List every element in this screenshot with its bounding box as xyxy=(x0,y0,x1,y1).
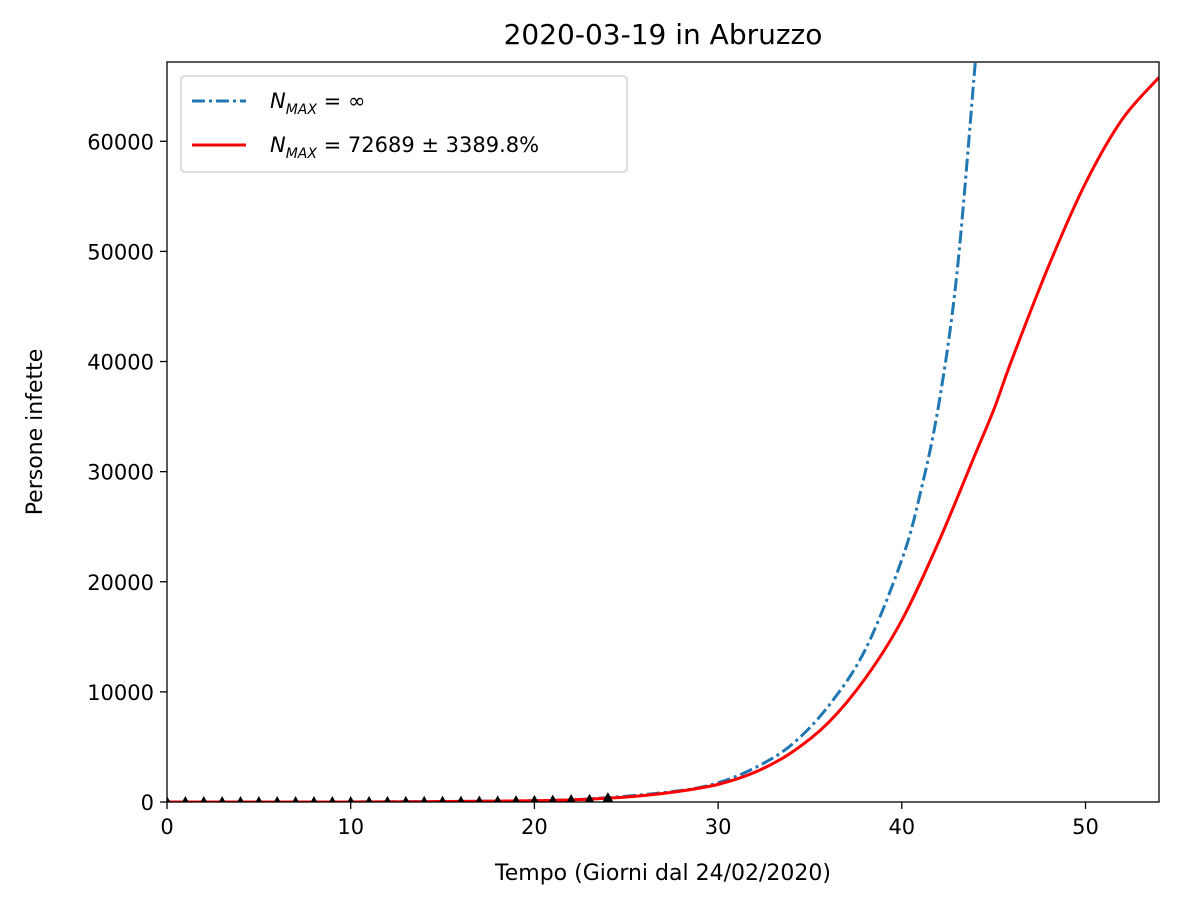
data-point-triangle xyxy=(439,795,447,802)
y-tick-label: 40000 xyxy=(87,351,154,375)
data-point-triangle xyxy=(365,795,373,802)
chart-title: 2020-03-19 in Abruzzo xyxy=(504,18,823,51)
data-point-triangle xyxy=(566,794,576,802)
legend: NMAX = ∞ NMAX = 72689 ± 3389.8% xyxy=(180,75,628,173)
axis-ticks: 0 10 20 30 40 50 0 10000 20000 30000 40000 50000 600… xyxy=(87,130,1099,839)
data-point-triangle xyxy=(402,795,410,802)
x-tick-label: 10 xyxy=(337,815,364,839)
y-axis-label: Persone infette xyxy=(23,349,48,516)
legend-entry-2: NMAX = 72689 ± 3389.8% xyxy=(270,133,539,162)
data-point-triangle xyxy=(167,796,171,802)
data-point-triangle xyxy=(457,795,465,802)
data-point-triangle xyxy=(602,792,614,802)
y-tick-label: 20000 xyxy=(87,571,154,595)
data-point-triangle xyxy=(273,796,281,802)
data-point-triangle xyxy=(584,793,595,802)
data-point-triangle xyxy=(347,795,355,802)
data-point-triangle xyxy=(384,795,391,802)
y-tick-label: 30000 xyxy=(87,461,154,485)
y-tick-label: 10000 xyxy=(87,681,154,705)
data-point-triangle xyxy=(512,795,520,802)
legend-entry-1: NMAX = ∞ xyxy=(270,89,365,118)
data-point-triangle xyxy=(292,796,299,802)
plot-area xyxy=(167,62,1159,802)
data-point-triangle xyxy=(475,795,483,802)
x-tick-label: 0 xyxy=(160,815,173,839)
y-tick-label: 50000 xyxy=(87,240,154,264)
data-point-triangle xyxy=(182,796,189,802)
x-axis-label: Tempo (Giorni dal 24/02/2020) xyxy=(494,861,831,886)
x-tick-label: 50 xyxy=(1072,815,1099,839)
data-point-triangle xyxy=(548,794,557,802)
data-point-triangle xyxy=(420,795,428,802)
data-point-triangle xyxy=(218,796,226,802)
data-point-triangle xyxy=(494,795,502,802)
y-tick-label: 60000 xyxy=(87,130,154,154)
x-tick-label: 40 xyxy=(888,815,915,839)
y-tick-label: 0 xyxy=(141,791,154,815)
data-point-triangle xyxy=(310,796,318,802)
legend-box xyxy=(180,75,628,173)
data-point-triangle xyxy=(530,794,539,802)
data-point-triangle xyxy=(200,796,208,802)
data-point-triangle xyxy=(255,796,263,802)
series-line-2 xyxy=(167,76,1159,802)
data-point-triangle xyxy=(329,796,336,802)
data-point-triangle xyxy=(237,796,244,802)
axes-frame xyxy=(166,61,1160,803)
x-tick-label: 20 xyxy=(521,815,548,839)
x-tick-label: 30 xyxy=(705,815,732,839)
